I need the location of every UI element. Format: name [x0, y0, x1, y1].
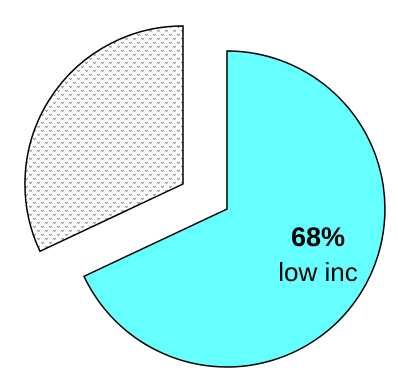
pie-slice-other	[24, 25, 184, 253]
slice-value-label: 68%	[291, 222, 345, 252]
slice-category-label: low inc	[278, 257, 357, 287]
pie-slices	[24, 25, 386, 368]
pie-slice-low-inc	[83, 50, 386, 368]
